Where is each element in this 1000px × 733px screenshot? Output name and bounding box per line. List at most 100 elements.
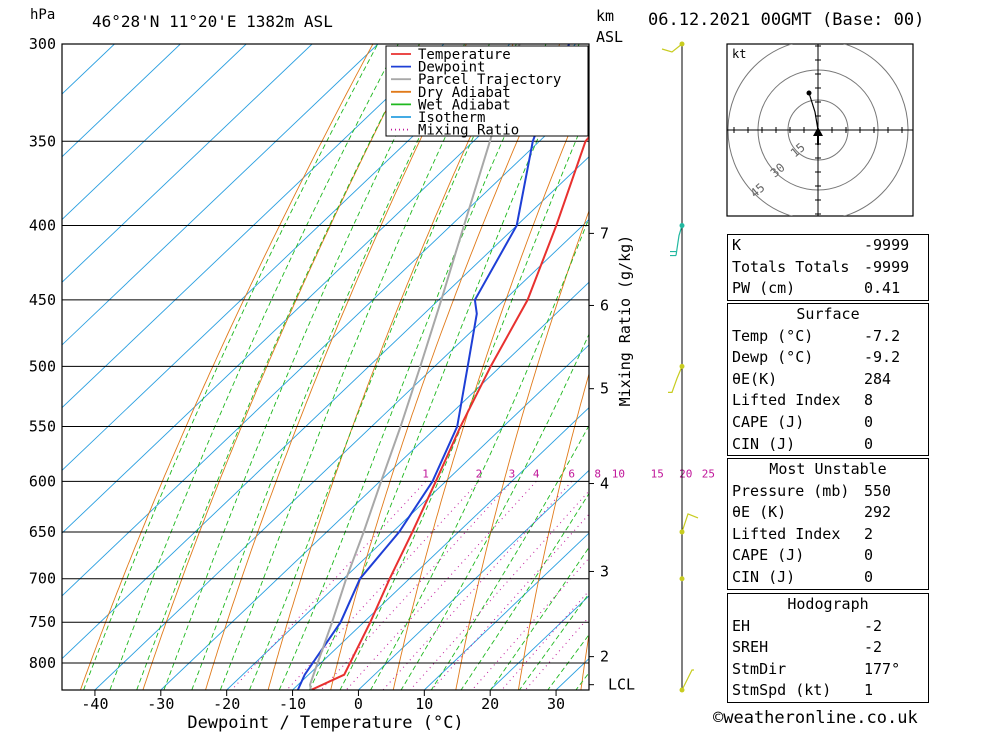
- pressure-tick-label: 700: [29, 570, 56, 588]
- dry-adiabat-line: [455, 209, 589, 690]
- hodograph-title: Hodograph: [787, 595, 869, 613]
- mixing-ratio-line: [382, 481, 572, 690]
- surface-title: Surface: [796, 305, 860, 323]
- mu-row: CAPE (J) 0: [732, 546, 874, 565]
- legend-label: Parcel Trajectory: [418, 72, 561, 88]
- mixing-ratio-label: 10: [612, 467, 625, 480]
- wind-barb-icon: [670, 225, 683, 257]
- surface-row: CAPE (J) 0: [732, 412, 874, 431]
- mu-row: Pressure (mb) 550: [732, 481, 892, 500]
- km-tick-label: 7: [600, 224, 609, 242]
- x-tick-label: 30: [547, 695, 565, 713]
- mixing-ratio-label: 1: [422, 467, 429, 480]
- asl-label: ASL: [596, 28, 624, 46]
- index-row: Totals Totals -9999: [732, 257, 910, 276]
- pressure-unit: hPa: [30, 7, 56, 23]
- surface-row: Temp (°C) -7.2: [732, 326, 901, 345]
- pressure-tick-label: 750: [29, 613, 56, 631]
- x-tick-label: -40: [81, 695, 108, 713]
- x-tick-label: 0: [354, 695, 363, 713]
- surface-row: θE(K) 284: [732, 369, 892, 388]
- most-unstable-title: Most Unstable: [769, 460, 887, 478]
- isotherm-line: [62, 93, 589, 597]
- km-header: km ASL: [596, 6, 623, 48]
- index-row: K -9999: [732, 236, 910, 254]
- km-tick-label: 4: [600, 475, 609, 493]
- mixing-ratio-line: [471, 557, 589, 690]
- wind-barb-icon: [668, 366, 683, 393]
- pressure-tick-label: 500: [29, 357, 56, 375]
- wet-adiabat-line: [339, 107, 589, 690]
- isotherm-line: [94, 218, 589, 690]
- hodo-row: StmDir 177°: [732, 659, 901, 678]
- km-tick-label: 6: [600, 296, 609, 314]
- x-axis-label: Dewpoint / Temperature (°C): [187, 713, 463, 733]
- x-tick-label: -30: [147, 695, 174, 713]
- mixing-ratio-line: [524, 616, 589, 690]
- legend-label: Dewpoint: [418, 60, 485, 76]
- dry-adiabat-line: [79, 44, 374, 690]
- wet-adiabat-line: [163, 44, 442, 690]
- mixing-ratio-label: 6: [568, 467, 575, 480]
- wet-adiabat-line: [400, 333, 589, 690]
- mixing-ratio-label: 3: [509, 467, 516, 480]
- mixing-ratio-axis-label: Mixing Ratio (g/kg): [616, 235, 634, 407]
- mixing-ratio-line: [320, 481, 513, 690]
- isotherm-line: [160, 281, 589, 690]
- mixing-ratio-line: [231, 481, 426, 690]
- dry-adiabat-line: [330, 44, 561, 690]
- pressure-tick-label: 400: [29, 217, 56, 235]
- wet-adiabat-line: [249, 44, 517, 690]
- location: 46°28'N 11°20'E 1382m ASL: [92, 12, 333, 31]
- hodo-row: StmSpd (kt) 1: [732, 681, 874, 700]
- wet-adiabat-line: [83, 44, 379, 690]
- km-tick-label: 5: [600, 380, 609, 398]
- dry-adiabat-line: [205, 44, 467, 690]
- isotherm-line: [358, 469, 589, 690]
- mu-row: θE (K) 292: [732, 503, 892, 522]
- mixing-ratio-line: [501, 590, 589, 690]
- wet-adiabat-line: [309, 44, 580, 690]
- pressure-tick-label: 350: [29, 132, 56, 150]
- wet-adiabat-line: [219, 44, 490, 690]
- wind-barb-icon: [681, 513, 699, 533]
- dry-adiabat-line: [580, 631, 589, 690]
- hodo-row: EH -2: [732, 616, 883, 635]
- km-tick-label: 2: [600, 648, 609, 666]
- mu-row: Lifted Index 2: [732, 524, 874, 543]
- legend-label: Wet Adiabat: [418, 97, 511, 113]
- series-temperature: [310, 135, 589, 690]
- dry-adiabat-line: [142, 44, 421, 690]
- mixing-ratio-label: 8: [594, 467, 601, 480]
- hodograph-trace: [808, 92, 819, 131]
- x-tick-label: 10: [415, 695, 433, 713]
- mixing-ratio-label: 2: [476, 467, 483, 480]
- isotherm-line: [62, 44, 445, 409]
- legend-label: Mixing Ratio: [418, 123, 519, 139]
- isotherm-line: [62, 44, 379, 346]
- pressure-tick-label: 650: [29, 523, 56, 541]
- indices-panel: K -9999 Totals Totals -9999 PW (cm) 0.41: [727, 234, 929, 301]
- wet-adiabat-line: [278, 44, 547, 690]
- hodograph-panel: Hodograph EH -2 SREH -2 StmDir 177° StmSpd …: [727, 593, 929, 703]
- isotherm-line: [292, 407, 589, 690]
- wet-adiabat-line: [370, 217, 589, 690]
- mixing-ratio-label: 15: [651, 467, 664, 480]
- dry-adiabat-line: [517, 372, 589, 690]
- index-row: PW (cm) 0.41: [732, 279, 901, 298]
- pressure-tick-label: 800: [29, 654, 56, 672]
- legend-box: [385, 45, 589, 137]
- isotherm-line: [62, 44, 511, 472]
- pressure-tick-label: 550: [29, 418, 56, 436]
- most-unstable-panel: Most Unstable Pressure (mb) 550 θE (K) 292…: [727, 458, 929, 590]
- copyright: ©weatheronline.co.uk: [713, 708, 918, 728]
- isotherm-line: [424, 532, 589, 690]
- surface-row: Dewp (°C) -9.2: [732, 348, 901, 367]
- isotherm-line: [62, 156, 589, 660]
- wind-level-dot: [679, 576, 685, 582]
- mixing-ratio-label: 25: [702, 467, 715, 480]
- mixing-ratio-line: [431, 513, 589, 690]
- wet-adiabat-line: [191, 44, 466, 690]
- wet-adiabat-line: [518, 592, 589, 690]
- x-tick-label: -20: [213, 695, 240, 713]
